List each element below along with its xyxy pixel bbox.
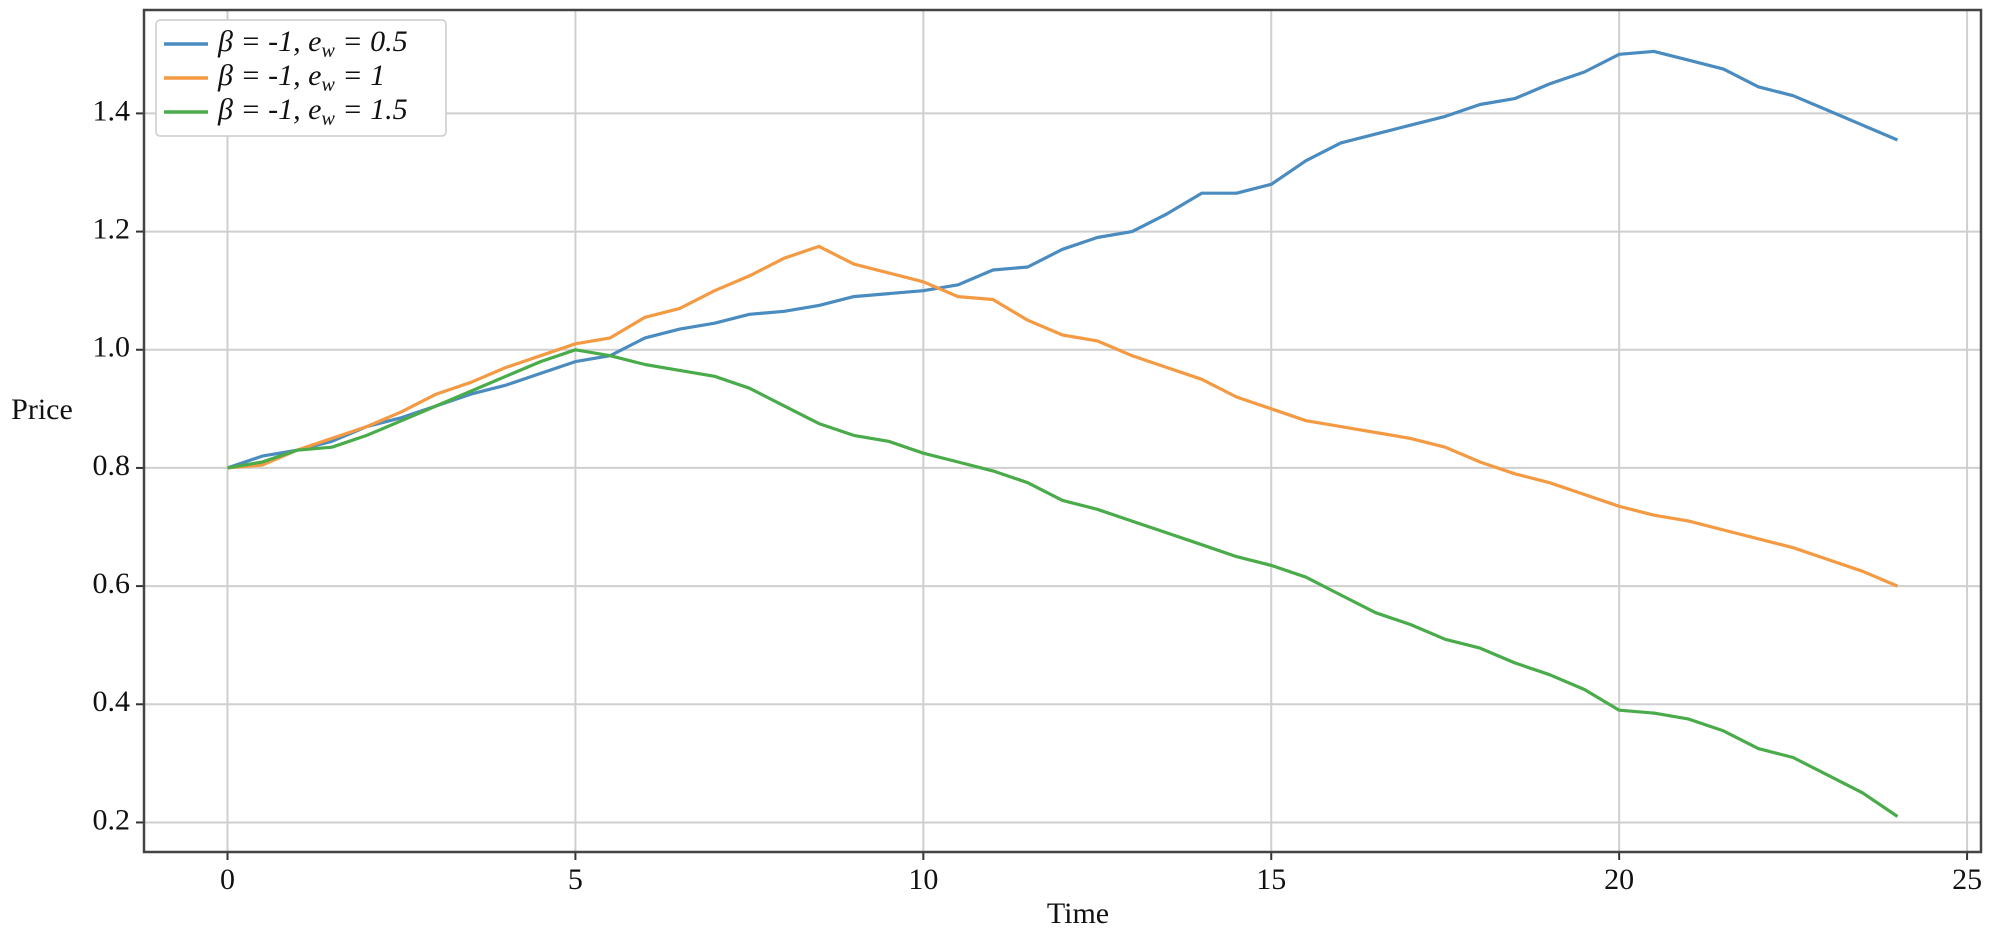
y-tick-label: 1.0 bbox=[93, 331, 131, 364]
x-tick-label: 5 bbox=[568, 863, 583, 896]
x-tick-label: 20 bbox=[1604, 863, 1634, 896]
legend-label: β = -1, ew = 0.5 bbox=[217, 25, 408, 62]
series-line bbox=[227, 244, 1899, 588]
legend-label: β = -1, ew = 1.5 bbox=[217, 93, 408, 130]
x-tick-label: 25 bbox=[1952, 863, 1982, 896]
x-tick-label: 0 bbox=[220, 863, 235, 896]
y-tick-label: 0.6 bbox=[93, 567, 131, 600]
series-line bbox=[226, 49, 1899, 470]
y-tick-label: 0.4 bbox=[93, 685, 131, 718]
legend-label: β = -1, ew = 1 bbox=[217, 59, 385, 96]
y-tick-label: 0.2 bbox=[93, 803, 131, 836]
y-tick-label: 1.2 bbox=[93, 212, 131, 245]
legend-box bbox=[155, 19, 447, 137]
y-tick-label: 0.8 bbox=[93, 449, 131, 482]
y-tick-label: 1.4 bbox=[93, 94, 131, 127]
x-tick-label: 10 bbox=[908, 863, 938, 896]
series-line bbox=[227, 348, 1899, 818]
plot-frame bbox=[142, 8, 1983, 854]
x-tick-label: 15 bbox=[1256, 863, 1286, 896]
y-axis-label: Price bbox=[11, 393, 73, 426]
x-axis-label: Time bbox=[1047, 897, 1109, 930]
